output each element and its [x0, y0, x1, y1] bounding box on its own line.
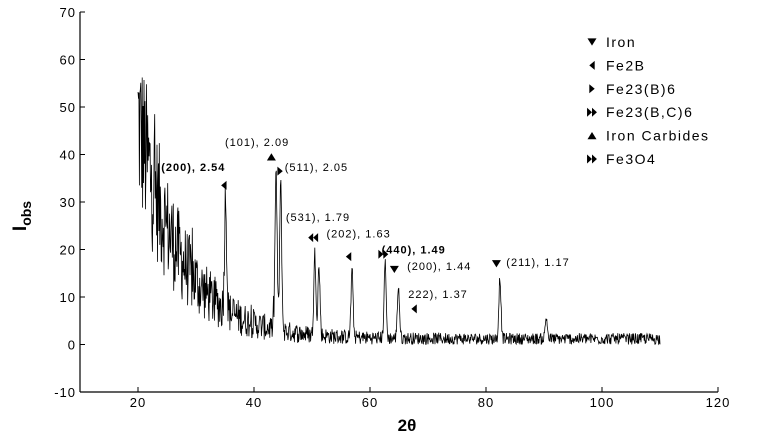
y-tick-label: 50 [60, 100, 76, 115]
legend-symbol-double-right [587, 107, 597, 117]
legend-symbol-triangle-up [587, 132, 597, 140]
diffraction-line [137, 77, 661, 346]
legend: Iron Fe2B Fe23(B)6 Fe23(B,C)6 Iron Carbides F… [587, 34, 710, 167]
legend-label: Fe3O4 [606, 151, 656, 167]
peak-marker-triangle-left [221, 180, 227, 190]
x-tick-label: 20 [130, 395, 146, 410]
tick-marks [80, 11, 719, 393]
legend-symbol-triangle-right [589, 84, 595, 94]
y-tick-label: 60 [60, 53, 76, 68]
x-tick-label: 120 [706, 395, 731, 410]
x-tick-label: 80 [478, 395, 494, 410]
legend-label: Iron Carbides [606, 128, 710, 144]
diffraction-series [137, 77, 661, 346]
y-tick-label: 10 [60, 290, 76, 305]
x-tick-label: 60 [362, 395, 378, 410]
peak-annotation: (211), 1.17 [506, 257, 569, 269]
peak-annotation: (200), 1.44 [407, 261, 471, 273]
x-tick-label: 100 [590, 395, 615, 410]
x-axis-title: 2θ [398, 416, 417, 435]
peak-marker-triangle-right [277, 166, 283, 176]
legend-label: Iron [606, 34, 636, 50]
peak-marker-triangle-left [411, 304, 417, 314]
y-tick-label: 70 [60, 5, 76, 20]
peak-marker-double-left [308, 233, 319, 243]
peak-markers [221, 153, 501, 314]
y-axis-title-subscript: obs [18, 201, 34, 226]
y-tick-label: -10 [54, 385, 76, 400]
x-tick-label: 40 [246, 395, 262, 410]
peak-annotation: (511), 2.05 [285, 162, 348, 174]
legend-label: Fe2B [606, 57, 645, 73]
peak-marker-double-right [378, 249, 389, 259]
legend-label: Fe23(B,C)6 [606, 104, 693, 120]
legend-symbol-triangle-down [587, 38, 597, 46]
peak-marker-triangle-down [389, 265, 399, 274]
y-tick-label: 20 [60, 243, 76, 258]
y-tick-label: 40 [60, 148, 76, 163]
y-axis-title-main: I [10, 226, 31, 231]
peak-annotations: (200), 2.54 (101), 2.09 (511), 2.05 (531), … [161, 137, 569, 301]
peak-annotation: (101), 2.09 [225, 137, 289, 149]
y-axis-title: Iobs [10, 201, 34, 231]
y-tick-label: 30 [60, 195, 76, 210]
peak-annotation: (531), 1.79 [286, 212, 350, 224]
peak-marker-triangle-down [491, 260, 501, 268]
peak-marker-triangle-left [345, 252, 352, 262]
legend-symbol-triangle-left [589, 60, 595, 70]
legend-label: Fe23(B)6 [606, 81, 676, 97]
legend-symbol-double-right [587, 154, 597, 164]
peak-annotation: (440), 1.49 [382, 244, 446, 256]
peak-annotation: 222), 1.37 [408, 289, 468, 301]
peak-marker-triangle-up [266, 153, 276, 161]
peak-annotation: (200), 2.54 [161, 162, 225, 174]
peak-annotation: (202), 1.63 [327, 229, 391, 241]
y-tick-label: 0 [68, 338, 76, 353]
tick-labels: 20 40 60 80 100 120 -10 0 10 20 30 40 50 60 70 [54, 5, 731, 410]
